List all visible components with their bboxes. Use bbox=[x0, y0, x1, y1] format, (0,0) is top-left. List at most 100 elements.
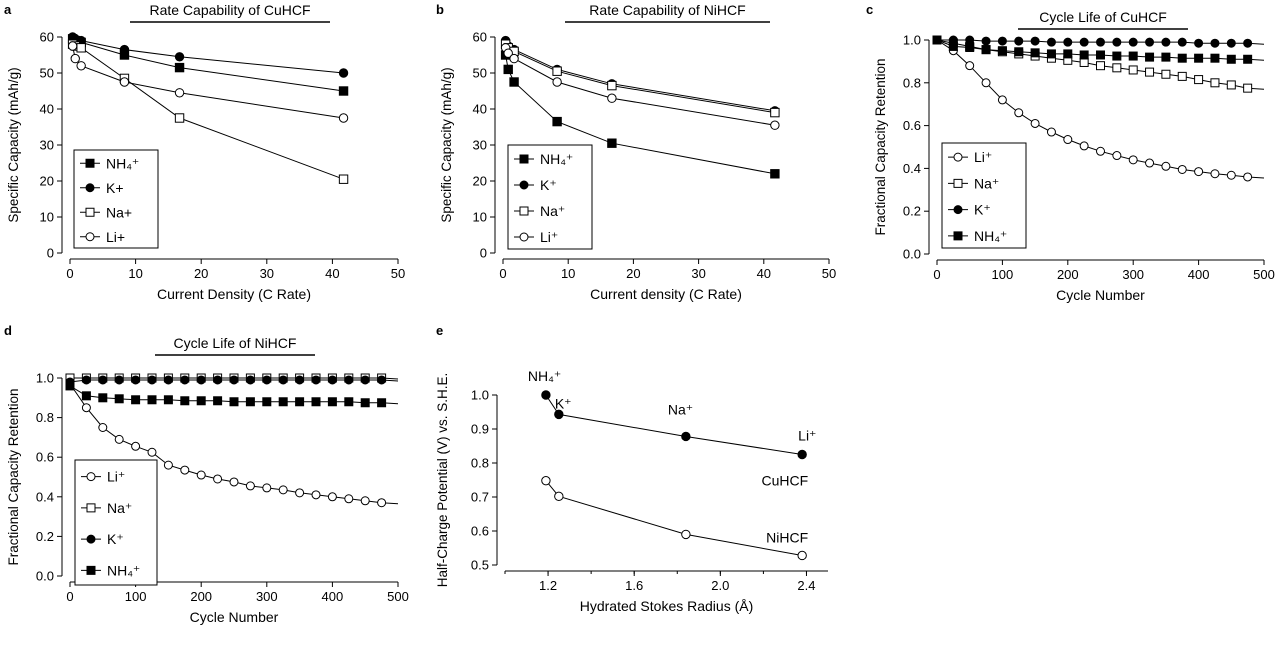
series-Li+ bbox=[500, 43, 780, 130]
data-point bbox=[131, 441, 141, 451]
data-point bbox=[1112, 151, 1122, 161]
panel-c: c 0 100 200 300 400 500 0.0 0.2 0.4 0.6 0.8 1.0 Cycle… bbox=[866, 2, 1275, 303]
x-tick-label: 10 bbox=[128, 266, 142, 281]
data-point bbox=[1128, 37, 1138, 47]
data-point bbox=[1243, 172, 1253, 182]
data-point bbox=[377, 375, 387, 385]
data-point bbox=[245, 481, 255, 491]
data-point bbox=[1046, 127, 1056, 137]
data-point bbox=[770, 169, 780, 179]
data-point bbox=[1226, 170, 1236, 180]
data-point bbox=[607, 80, 617, 91]
data-point bbox=[552, 66, 562, 76]
panel-e: e 1.2 1.6 2.0 2.4 0.5 0.6 0.7 0.8 0.9 1.0 Hydrated … bbox=[435, 323, 828, 614]
data-point bbox=[681, 431, 691, 442]
x-tick-label: 20 bbox=[194, 266, 208, 281]
y-tick-label: 50 bbox=[40, 66, 54, 81]
data-point bbox=[1079, 37, 1089, 47]
x-tick-label: 30 bbox=[691, 266, 705, 281]
data-point bbox=[1226, 54, 1236, 64]
data-point bbox=[70, 53, 80, 64]
legend-label: Na+ bbox=[106, 204, 132, 220]
series-line bbox=[72, 38, 344, 92]
y-axis-label: Specific Capacity (mAh/g) bbox=[6, 67, 21, 222]
y-tick-label: 0.6 bbox=[36, 450, 54, 465]
data-point bbox=[360, 398, 370, 408]
data-point bbox=[1145, 37, 1155, 47]
series-CuHCF bbox=[541, 390, 807, 460]
data-point bbox=[180, 465, 190, 475]
data-point bbox=[997, 46, 1007, 56]
data-point bbox=[981, 78, 991, 88]
series-line bbox=[72, 36, 344, 74]
data-point bbox=[327, 492, 337, 502]
y-tick-label: 0.0 bbox=[36, 569, 54, 584]
data-point bbox=[327, 397, 337, 407]
data-point bbox=[98, 375, 108, 385]
legend-label: Li+ bbox=[106, 229, 125, 245]
legend-marker bbox=[519, 180, 529, 190]
legend: Li⁺ Na⁺ K⁺ NH₄⁺ bbox=[74, 459, 158, 586]
legend-box bbox=[74, 459, 158, 586]
y-axis-label: Specific Capacity (mAh/g) bbox=[439, 67, 454, 222]
data-point bbox=[311, 397, 321, 407]
y-tick-label: 10 bbox=[473, 210, 487, 225]
series-K+ bbox=[65, 375, 399, 387]
series-NH4+ bbox=[65, 381, 399, 408]
data-point bbox=[1145, 158, 1155, 168]
data-point bbox=[344, 494, 354, 504]
y-tick-label: 0.8 bbox=[903, 75, 921, 90]
data-point bbox=[1030, 36, 1040, 46]
data-point bbox=[1063, 135, 1073, 145]
x-tick-label: 500 bbox=[1253, 267, 1275, 282]
data-point bbox=[174, 62, 185, 73]
data-point bbox=[554, 409, 564, 420]
data-point bbox=[338, 86, 349, 96]
data-point bbox=[1161, 161, 1171, 171]
x-tick-label: 2.0 bbox=[711, 578, 729, 593]
chart-title: Rate Capability of NiHCF bbox=[589, 2, 745, 18]
data-point bbox=[681, 529, 691, 540]
chart-title: Cycle Life of CuHCF bbox=[1039, 9, 1167, 25]
x-tick-label: 100 bbox=[125, 589, 147, 604]
x-tick-label: 0 bbox=[66, 589, 73, 604]
point-label: Na⁺ bbox=[668, 401, 693, 417]
series-Li+ bbox=[67, 41, 349, 123]
legend: NH₄⁺ K+ Na+ Li+ bbox=[73, 149, 159, 249]
data-point bbox=[1046, 37, 1056, 47]
data-point bbox=[797, 550, 807, 561]
data-point bbox=[67, 41, 78, 51]
y-tick-label: 0.6 bbox=[903, 118, 921, 133]
x-tick-label: 40 bbox=[757, 266, 771, 281]
data-point bbox=[1210, 78, 1220, 88]
data-point bbox=[377, 398, 387, 408]
data-point bbox=[229, 375, 239, 385]
data-point bbox=[147, 375, 157, 385]
data-point bbox=[932, 35, 942, 45]
data-point bbox=[311, 490, 321, 500]
data-point bbox=[1112, 63, 1122, 73]
legend-label: Na⁺ bbox=[540, 203, 565, 219]
series-label-cuhcf: CuHCF bbox=[761, 473, 808, 489]
y-tick-label: 40 bbox=[40, 102, 54, 117]
y-tick-label: 0.6 bbox=[471, 524, 489, 539]
data-point bbox=[147, 447, 157, 457]
legend: NH₄⁺ K⁺ Na⁺ Li⁺ bbox=[507, 144, 593, 250]
data-point bbox=[196, 396, 206, 406]
series-K+ bbox=[67, 32, 349, 78]
y-tick-label: 0.2 bbox=[903, 204, 921, 219]
y-tick-label: 30 bbox=[40, 138, 54, 153]
data-point bbox=[295, 488, 305, 498]
y-tick-label: 0.4 bbox=[36, 489, 54, 504]
y-tick-label: 0.7 bbox=[471, 490, 489, 505]
data-point bbox=[1243, 54, 1253, 64]
data-point bbox=[1194, 38, 1204, 48]
data-point bbox=[114, 375, 124, 385]
y-tick-label: 30 bbox=[473, 138, 487, 153]
data-point bbox=[147, 395, 157, 405]
data-point bbox=[1063, 49, 1073, 59]
y-tick-label: 60 bbox=[473, 30, 487, 45]
data-point bbox=[1030, 118, 1040, 128]
data-point bbox=[997, 95, 1007, 105]
